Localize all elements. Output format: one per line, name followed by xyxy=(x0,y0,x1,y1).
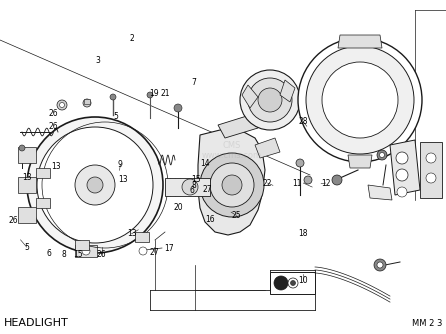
Polygon shape xyxy=(280,80,295,102)
Circle shape xyxy=(27,117,163,253)
Text: 18: 18 xyxy=(298,229,308,237)
Text: 15: 15 xyxy=(191,175,201,183)
Text: 11: 11 xyxy=(292,179,301,187)
Text: 5: 5 xyxy=(114,112,118,121)
Text: 3: 3 xyxy=(96,56,100,64)
Circle shape xyxy=(304,176,312,184)
Bar xyxy=(84,99,90,104)
Circle shape xyxy=(298,38,422,162)
Bar xyxy=(165,178,210,196)
Polygon shape xyxy=(368,185,392,200)
Circle shape xyxy=(19,145,25,151)
Text: 7: 7 xyxy=(192,78,196,87)
Circle shape xyxy=(290,281,296,286)
Polygon shape xyxy=(242,85,258,108)
Text: 25: 25 xyxy=(231,211,241,220)
Circle shape xyxy=(139,247,147,255)
Text: 10: 10 xyxy=(298,276,308,285)
Circle shape xyxy=(322,62,398,138)
Text: HEADLIGHT: HEADLIGHT xyxy=(4,318,69,328)
Polygon shape xyxy=(390,140,420,195)
Text: 27: 27 xyxy=(202,185,212,194)
Circle shape xyxy=(147,92,153,98)
Circle shape xyxy=(426,153,436,163)
Circle shape xyxy=(374,259,386,271)
Polygon shape xyxy=(255,138,280,158)
Text: 15: 15 xyxy=(73,250,83,259)
Polygon shape xyxy=(198,130,265,235)
Text: 6: 6 xyxy=(190,186,194,195)
Circle shape xyxy=(306,46,414,154)
Bar xyxy=(75,240,89,250)
Polygon shape xyxy=(218,115,258,138)
Text: 28: 28 xyxy=(298,118,308,126)
Text: MM 2 3: MM 2 3 xyxy=(412,319,442,328)
Text: 26: 26 xyxy=(8,216,18,225)
Circle shape xyxy=(248,78,292,122)
Bar xyxy=(270,272,315,294)
Polygon shape xyxy=(348,155,372,168)
Text: 14: 14 xyxy=(200,159,210,168)
Text: 9: 9 xyxy=(118,160,123,169)
Circle shape xyxy=(377,150,387,160)
Text: 22: 22 xyxy=(263,179,273,187)
Polygon shape xyxy=(420,142,442,198)
Circle shape xyxy=(426,173,436,183)
Text: 12: 12 xyxy=(321,179,330,187)
Circle shape xyxy=(296,159,304,167)
Text: 13: 13 xyxy=(127,229,136,238)
Text: 16: 16 xyxy=(205,215,215,224)
Polygon shape xyxy=(338,35,382,48)
Text: 19: 19 xyxy=(149,89,159,98)
Bar xyxy=(36,168,50,178)
Text: 2: 2 xyxy=(129,34,134,43)
Circle shape xyxy=(377,262,383,268)
Text: 13: 13 xyxy=(118,175,128,183)
Bar xyxy=(18,207,36,223)
Circle shape xyxy=(82,247,90,255)
Circle shape xyxy=(83,99,91,107)
Circle shape xyxy=(288,278,298,288)
Text: 13: 13 xyxy=(22,173,32,181)
Circle shape xyxy=(380,153,384,158)
Circle shape xyxy=(222,175,242,195)
Text: 5: 5 xyxy=(25,243,29,252)
Circle shape xyxy=(397,187,407,197)
Text: 26: 26 xyxy=(49,123,58,131)
Bar xyxy=(18,177,36,193)
Bar xyxy=(18,147,36,163)
Circle shape xyxy=(59,103,65,108)
Circle shape xyxy=(240,70,300,130)
Text: 13: 13 xyxy=(51,162,61,171)
Text: 26: 26 xyxy=(49,109,58,118)
Text: 27: 27 xyxy=(149,248,159,257)
Circle shape xyxy=(174,104,182,112)
Text: 8: 8 xyxy=(192,181,196,190)
Circle shape xyxy=(396,152,408,164)
Text: 26: 26 xyxy=(97,250,107,259)
Circle shape xyxy=(57,100,67,110)
Circle shape xyxy=(396,169,408,181)
Bar xyxy=(36,198,50,208)
Text: CMS
www.cms.com: CMS www.cms.com xyxy=(202,141,262,160)
Circle shape xyxy=(332,175,342,185)
Circle shape xyxy=(87,177,103,193)
Text: 21: 21 xyxy=(160,89,170,98)
Circle shape xyxy=(110,94,116,100)
Text: 8: 8 xyxy=(62,250,66,259)
Circle shape xyxy=(200,153,264,217)
Circle shape xyxy=(75,165,115,205)
Circle shape xyxy=(210,163,254,207)
Circle shape xyxy=(274,276,288,290)
Text: 6: 6 xyxy=(47,249,51,258)
Circle shape xyxy=(258,88,282,112)
Circle shape xyxy=(182,179,198,195)
Circle shape xyxy=(37,127,153,243)
Text: 20: 20 xyxy=(173,203,183,211)
Bar xyxy=(135,232,149,242)
Bar xyxy=(75,245,97,257)
Text: 17: 17 xyxy=(165,244,174,253)
